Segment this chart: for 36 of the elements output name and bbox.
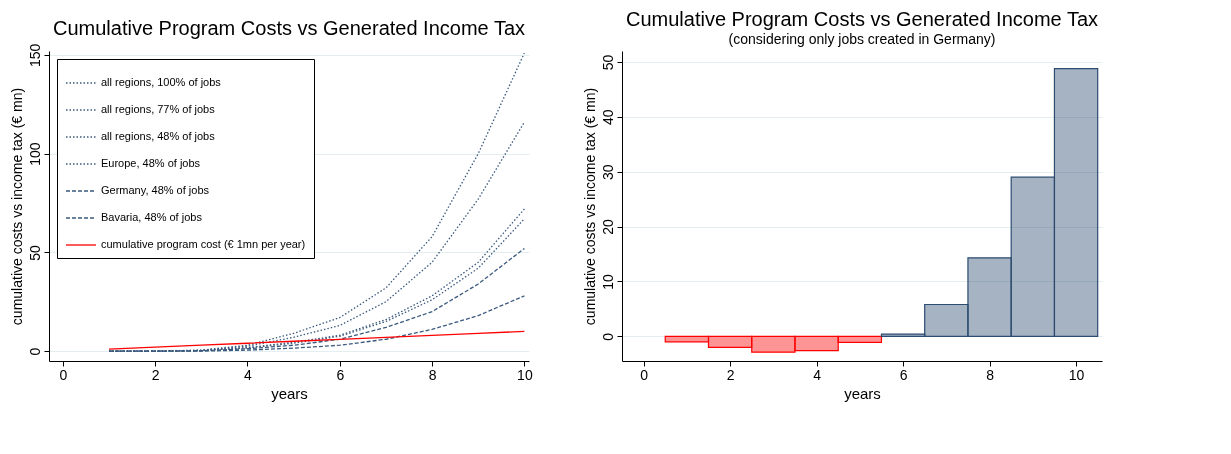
x-tick-label: 10 [517,366,533,383]
y-axis-title: cumulative costs vs income tax (€ mn) [8,87,25,326]
y-tick-label: 50 [26,244,43,261]
legend-label: Europe, 48% of jobs [101,157,201,169]
legend-label: Germany, 48% of jobs [101,184,210,196]
y-axis-title: cumulative costs vs income tax (€ mn) [581,87,598,326]
x-tick-label: 8 [986,366,995,383]
y-tick-label: 40 [599,109,616,126]
y-tick-label: 30 [599,164,616,180]
y-tick-label: 0 [26,347,43,356]
legend-label: all regions, 48% of jobs [101,130,216,142]
legend-label: Bavaria, 48% of jobs [101,211,203,223]
y-tick-label: 150 [26,43,43,68]
x-tick-label: 4 [244,366,253,383]
y-tick-label: 10 [599,273,616,290]
x-axis-title: years [271,384,308,402]
x-tick-label: 8 [428,366,437,383]
x-tick-label: 6 [899,366,908,383]
legend-label: all regions, 77% of jobs [101,103,216,115]
x-tick-label: 2 [726,366,735,383]
chart-title: Cumulative Program Costs vs Generated Income Tax [52,17,526,40]
y-tick-label: 50 [599,54,616,71]
legend-label: all regions, 100% of jobs [101,76,222,88]
y-tick-label: 100 [26,142,43,166]
x-axis-title: years [844,384,881,402]
x-tick-label: 4 [813,366,822,383]
x-tick-label: 6 [336,366,345,383]
x-tick-label: 0 [640,366,649,383]
legend-label: cumulative program cost (€ 1mn per year) [101,238,306,250]
x-tick-label: 10 [1068,366,1085,383]
chart-title: Cumulative Program Costs vs Generated Income Tax [625,8,1099,30]
y-tick-label: 0 [599,332,616,341]
y-tick-label: 20 [599,219,616,235]
x-tick-label: 0 [59,366,68,383]
chart-subtitle: (considering only jobs created in Germany) [728,31,996,47]
x-tick-label: 2 [151,366,160,383]
